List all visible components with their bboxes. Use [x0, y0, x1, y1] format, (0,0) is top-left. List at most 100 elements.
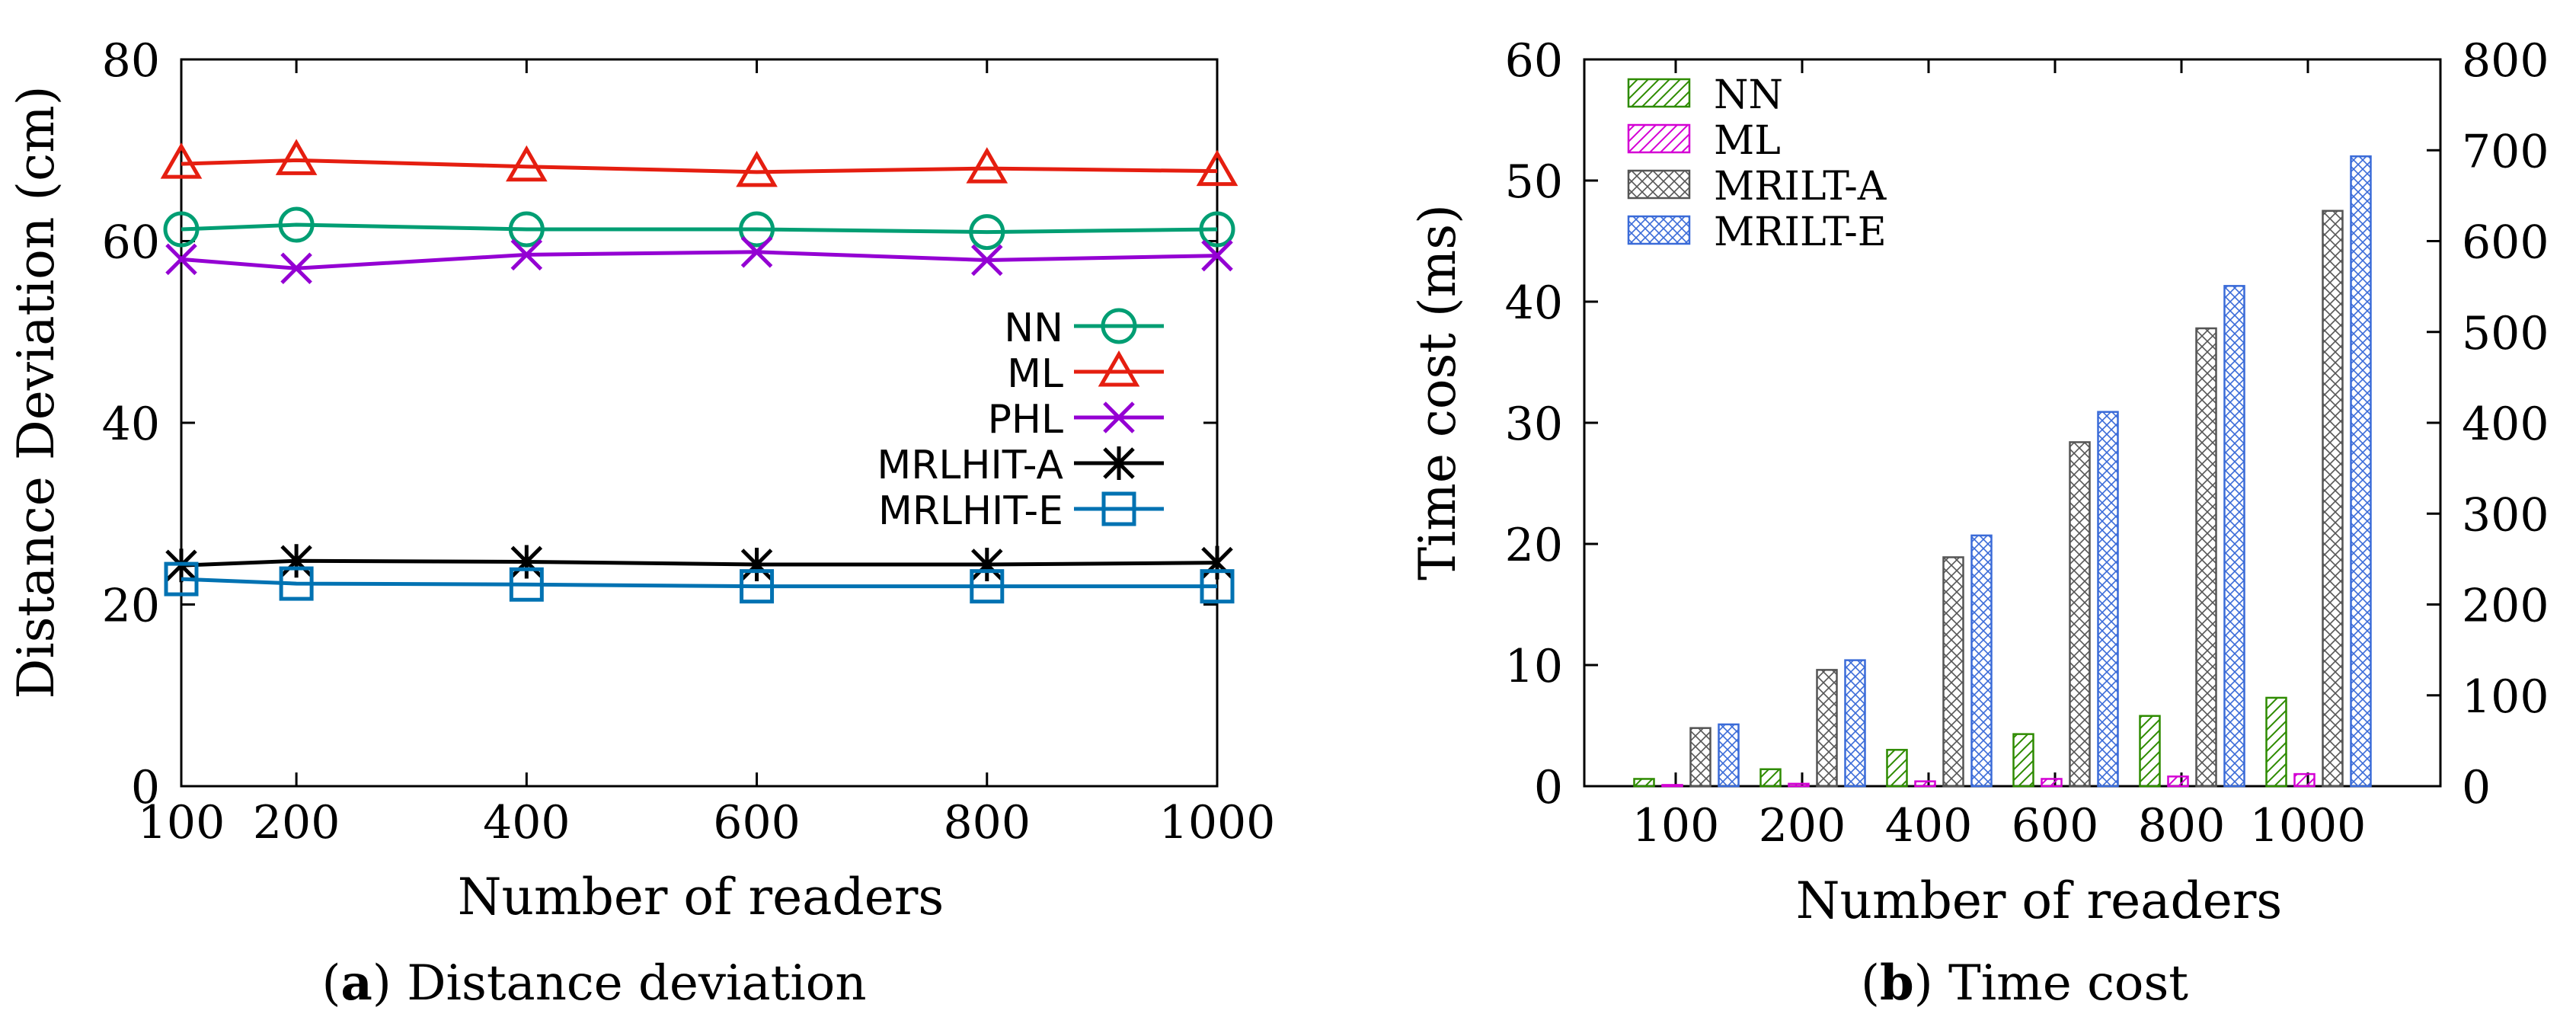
bar-ml-400 — [1914, 780, 1936, 788]
chart-a-x-tick-label: 800 — [944, 796, 1031, 849]
legend-nn-marker — [1101, 308, 1137, 344]
chart-a-x-tick-label: 200 — [253, 796, 340, 849]
chart-b-y-tick-label: 30 — [1505, 398, 1563, 451]
series-ml-point — [275, 139, 318, 175]
chart-a-x-tick-label: 400 — [483, 796, 570, 849]
chart-b-x-tick-label: 200 — [1759, 799, 1846, 852]
chart-b-y2-tick-label: 300 — [2462, 488, 2549, 542]
bar-mrilt-e-400 — [1970, 534, 1993, 788]
bar-nn-800 — [2139, 715, 2161, 788]
legend-mrilt-a-label: MRILT-A — [1714, 164, 1887, 209]
bar-ml-200 — [1788, 782, 1810, 788]
chart-b-y-tick-label: 20 — [1505, 519, 1563, 572]
bar-nn-100 — [1633, 778, 1655, 788]
series-ml-point — [506, 145, 548, 182]
legend-mrlhit-a-label: MRLHIT-A — [877, 443, 1063, 488]
series-mrlhit-a-point — [280, 544, 312, 578]
chart-b-y2-tick-label: 0 — [2462, 761, 2491, 814]
series-phl-point — [510, 238, 543, 271]
chart-b-x-tick-label: 1000 — [2250, 799, 2367, 852]
bar-nn-400 — [1886, 749, 1908, 788]
legend-mrlhit-e-marker — [1101, 491, 1136, 526]
chart-a-x-tick-label: 1000 — [1159, 796, 1276, 849]
series-ml-point — [966, 147, 1008, 184]
series-mrlhit-e-line — [181, 577, 1217, 589]
chart-a-y-axis-label: Distance Deviation (cm) — [7, 86, 66, 699]
chart-b-ticks: 0102030405060010020030040050060070080010… — [1505, 34, 2549, 852]
chart-b-plot-frame — [1583, 58, 2442, 788]
chart-b-axes — [1583, 58, 2442, 788]
chart-b-y2-tick-label: 600 — [2462, 216, 2549, 270]
legend-phl-label: PHL — [988, 397, 1063, 443]
caption-a-text: Distance deviation — [392, 955, 867, 1012]
bar-mrilt-a-200 — [1816, 669, 1838, 788]
chart-b-y2-tick-label: 200 — [2462, 580, 2549, 633]
bar-ml-600 — [2041, 778, 2063, 788]
series-phl-point — [740, 236, 773, 268]
series-nn-point — [508, 211, 545, 248]
chart-a-y-tick-label: 80 — [102, 34, 160, 88]
legend-ml-label: ML — [1007, 351, 1063, 397]
bar-nn-200 — [1759, 768, 1782, 788]
series-mrlhit-e-point — [509, 567, 544, 602]
caption-a: (a) Distance deviation — [321, 955, 866, 1012]
chart-a-y-tick-label: 40 — [102, 398, 160, 451]
chart-b-y2-tick-label: 700 — [2462, 125, 2549, 178]
chart-b-y2-tick-label: 100 — [2462, 670, 2549, 724]
time-cost-chart: 0102030405060010020030040050060070080010… — [1408, 34, 2549, 1012]
series-ml-point — [160, 142, 203, 179]
series-nn-line — [181, 222, 1218, 235]
series-mrlhit-a-point — [510, 545, 543, 579]
chart-b-y-tick-label: 10 — [1505, 640, 1563, 693]
chart-b-y2-tick-label: 500 — [2462, 307, 2549, 360]
series-nn-point — [163, 211, 200, 248]
chart-a-y-tick-label: 60 — [102, 216, 160, 270]
legend-mrilt-e-label: MRILT-E — [1714, 209, 1887, 255]
legend-mrilt-e-swatch — [1627, 215, 1691, 245]
chart-a-x-axis-label: Number of readers — [458, 868, 944, 926]
bar-nn-1000 — [2265, 696, 2287, 788]
series-nn-point — [1199, 211, 1235, 248]
legend-nn-label: NN — [1714, 72, 1783, 118]
series-nn-point — [278, 206, 315, 243]
series-mrlhit-e-point — [740, 569, 775, 604]
bar-mrilt-e-800 — [2223, 285, 2245, 788]
series-mrlhit-e-point — [970, 569, 1005, 604]
bar-mrilt-a-1000 — [2322, 209, 2344, 788]
caption-a-letter: a — [340, 955, 372, 1012]
series-mrlhit-e-point — [1200, 569, 1235, 604]
chart-b-y-tick-label: 0 — [1534, 761, 1563, 814]
series-ml-point — [1196, 149, 1238, 187]
chart-a-x-tick-label: 100 — [138, 796, 225, 849]
bar-mrilt-e-100 — [1718, 723, 1740, 788]
chart-b-y2-tick-label: 400 — [2462, 398, 2549, 451]
legend-ml-swatch — [1627, 123, 1691, 154]
chart-a-series — [160, 139, 1238, 604]
chart-a-y-tick-label: 0 — [131, 761, 160, 814]
chart-b-x-tick-label: 400 — [1885, 799, 1973, 852]
bar-mrilt-a-100 — [1689, 727, 1711, 788]
bar-nn-600 — [2012, 733, 2034, 788]
bar-mrilt-e-200 — [1844, 659, 1866, 788]
chart-a-y-tick-label: 20 — [102, 580, 160, 633]
chart-b-y-axis-label: Time cost (ms) — [1408, 204, 1467, 580]
chart-a-ticks: 0 20 40 60 80 100 200 400 600 800 1000 — [102, 34, 1276, 849]
chart-a-x-tick-label: 600 — [713, 796, 801, 849]
legend-mrlhit-a-marker — [1103, 446, 1135, 480]
series-nn-point — [739, 211, 775, 248]
chart-b-y-tick-label: 60 — [1505, 34, 1563, 88]
series-mrlhit-a-point — [971, 548, 1003, 582]
series-nn-point — [969, 214, 1005, 251]
series-phl-point — [1201, 239, 1233, 272]
bar-ml-1000 — [2293, 772, 2316, 788]
chart-b-y-tick-label: 50 — [1505, 155, 1563, 209]
series-phl-point — [165, 243, 197, 276]
series-mrlhit-e-point — [164, 561, 199, 596]
series-mrlhit-e-point — [279, 566, 314, 601]
series-phl-line — [181, 250, 1218, 270]
bar-ml-100 — [1661, 784, 1683, 788]
bar-mrilt-e-1000 — [2350, 155, 2372, 788]
bar-mrilt-a-400 — [1942, 556, 1964, 788]
